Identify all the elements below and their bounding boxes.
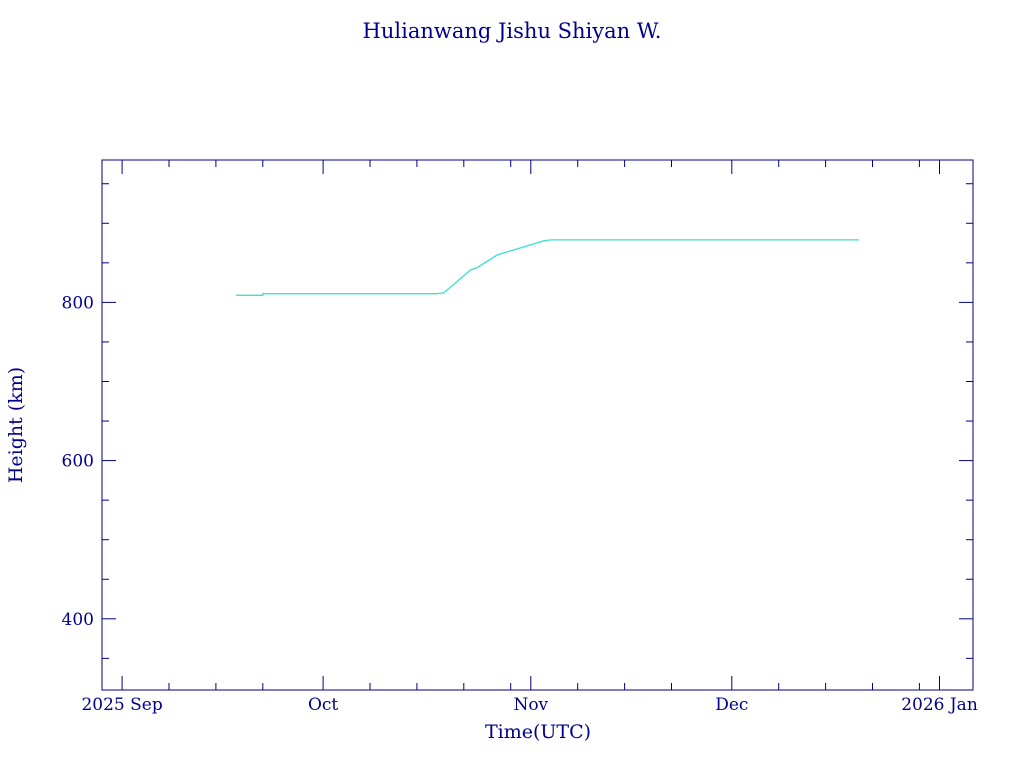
height-series-line bbox=[236, 239, 860, 296]
x-tick-label: 2026 Jan bbox=[901, 695, 978, 715]
y-tick-label: 600 bbox=[62, 452, 94, 472]
x-tick-label: 2025 Sep bbox=[81, 695, 162, 715]
plot-frame bbox=[101, 159, 974, 691]
y-axis-label: Height (km) bbox=[5, 367, 27, 483]
y-tick-label: 400 bbox=[62, 610, 94, 630]
chart-title: Hulianwang Jishu Shiyan W. bbox=[363, 19, 662, 43]
x-tick-label: Nov bbox=[513, 695, 548, 715]
x-axis-label: Time(UTC) bbox=[485, 721, 591, 743]
x-tick-label: Dec bbox=[715, 695, 748, 715]
y-tick-label: 800 bbox=[62, 293, 94, 313]
x-tick-label: Oct bbox=[308, 695, 338, 715]
